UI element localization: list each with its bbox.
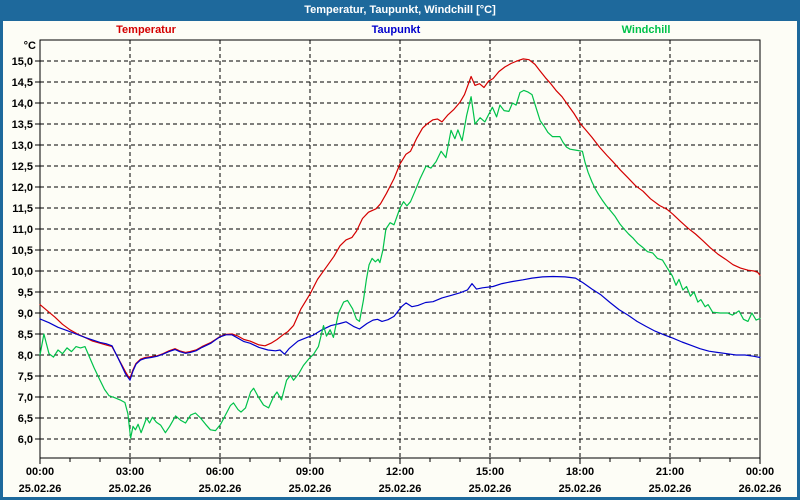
x-tick-time-label: 21:00 xyxy=(656,466,684,478)
plot-frame xyxy=(39,39,761,459)
x-tick-time-label: 15:00 xyxy=(476,466,504,478)
y-tick-label: 9,0 xyxy=(18,308,33,320)
x-tick-date-label: 25.02.26 xyxy=(19,483,62,495)
x-tick-time-label: 12:00 xyxy=(386,466,414,478)
chart-legend: Temperatur Taupunkt Windchill xyxy=(0,24,800,38)
x-tick-time-label: 18:00 xyxy=(566,466,594,478)
y-tick-label: 6,5 xyxy=(18,413,33,425)
x-tick-time-label: 03:00 xyxy=(116,466,144,478)
x-tick-time-label: 00:00 xyxy=(26,466,54,478)
window-titlebar: Temperatur, Taupunkt, Windchill [°C] xyxy=(0,0,800,21)
y-tick-label: 14,5 xyxy=(12,77,33,89)
legend-item-taupunkt: Taupunkt xyxy=(371,24,421,36)
x-tick-date-label: 25.02.26 xyxy=(649,483,692,495)
x-tick-date-label: 25.02.26 xyxy=(289,483,332,495)
window-title: Temperatur, Taupunkt, Windchill [°C] xyxy=(304,4,496,16)
y-tick-label: 10,5 xyxy=(12,245,33,257)
y-tick-label: 7,5 xyxy=(18,371,33,383)
x-tick-time-label: 00:00 xyxy=(746,466,774,478)
series-line-taupunkt xyxy=(39,275,761,381)
x-tick-time-label: 09:00 xyxy=(296,466,324,478)
y-tick-label: 12,0 xyxy=(12,182,33,194)
y-tick-label: 13,0 xyxy=(12,140,33,152)
series-line-windchill xyxy=(39,89,761,439)
y-tick-label: 13,5 xyxy=(12,119,33,131)
y-axis-unit-label: °C xyxy=(24,40,36,52)
y-tick-label: 14,0 xyxy=(12,98,33,110)
legend-item-temperatur: Temperatur xyxy=(116,24,176,36)
y-tick-label: 9,5 xyxy=(18,287,33,299)
x-tick-date-label: 25.02.26 xyxy=(559,483,602,495)
y-tick-label: 15,0 xyxy=(12,56,33,68)
x-tick-time-label: 06:00 xyxy=(206,466,234,478)
y-tick-label: 8,0 xyxy=(18,350,33,362)
y-tick-label: 7,0 xyxy=(18,392,33,404)
x-tick-date-label: 25.02.26 xyxy=(109,483,152,495)
x-tick-date-label: 25.02.26 xyxy=(469,483,512,495)
y-tick-label: 6,0 xyxy=(18,434,33,446)
y-tick-label: 11,0 xyxy=(12,224,33,236)
x-tick-date-label: 26.02.26 xyxy=(739,483,782,495)
y-tick-label: 12,5 xyxy=(12,161,33,173)
x-tick-date-label: 25.02.26 xyxy=(379,483,422,495)
y-tick-label: 11,5 xyxy=(12,203,33,215)
x-tick-date-label: 25.02.26 xyxy=(199,483,242,495)
legend-item-windchill: Windchill xyxy=(621,24,671,36)
y-tick-label: 8,5 xyxy=(18,329,33,341)
series-line-temperatur xyxy=(39,58,761,379)
y-tick-label: 10,0 xyxy=(12,266,33,278)
